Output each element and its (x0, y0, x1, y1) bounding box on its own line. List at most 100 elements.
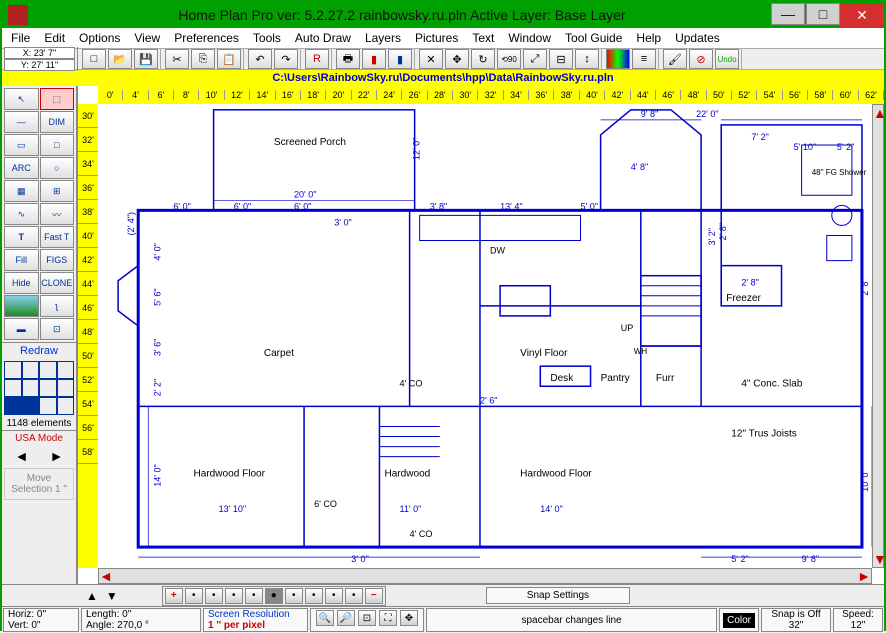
snap-1[interactable]: • (185, 588, 203, 604)
circle-tool[interactable]: ○ (40, 157, 75, 179)
menu-layers[interactable]: Layers (360, 29, 406, 47)
open-icon[interactable]: 📂 (108, 49, 132, 69)
menu-options[interactable]: Options (74, 29, 125, 47)
menu-toolguide[interactable]: Tool Guide (560, 29, 627, 47)
menu-autodraw[interactable]: Auto Draw (290, 29, 356, 47)
dim-140-1: 14' 0" (152, 464, 162, 487)
rotate-icon[interactable]: ↻ (471, 49, 495, 69)
wall-icon[interactable]: ▮ (388, 49, 412, 69)
undo-icon[interactable]: ↶ (248, 49, 272, 69)
spline-tool[interactable]: 〰 (40, 203, 75, 225)
select-tool[interactable]: ⬚ (40, 88, 75, 110)
print-icon[interactable]: 🖶 (336, 49, 360, 69)
snap-7[interactable]: • (305, 588, 323, 604)
rect2-tool[interactable]: □ (40, 134, 75, 156)
minimize-button[interactable]: — (771, 3, 805, 25)
noentry-icon[interactable]: ⊘ (689, 49, 713, 69)
menu-edit[interactable]: Edit (39, 29, 70, 47)
scroll-right-icon[interactable]: ► (857, 568, 871, 584)
fasttext-tool[interactable]: Fast T (40, 226, 75, 248)
snap-minus[interactable]: − (365, 588, 383, 604)
maximize-button[interactable]: □ (806, 3, 840, 25)
text-tool[interactable]: T (4, 226, 39, 248)
new-icon[interactable]: □ (82, 49, 106, 69)
rect-tool[interactable]: ▭ (4, 134, 39, 156)
brush-icon[interactable]: 🖌 (663, 49, 687, 69)
menu-text[interactable]: Text (467, 29, 499, 47)
undo2-icon[interactable]: Undo (715, 49, 739, 69)
menu-file[interactable]: File (6, 29, 35, 47)
ruler-horizontal: 0'4'6'8'10'12'14'16'18'20'22'24'26'28'30… (98, 86, 884, 104)
right-arrow-icon[interactable]: ► (50, 448, 64, 464)
move-icon[interactable]: ✥ (445, 49, 469, 69)
snap-settings-button[interactable]: Snap Settings (486, 587, 630, 604)
pan-icon[interactable]: ✥ (400, 610, 418, 626)
freehand-tool[interactable]: ʅ (40, 295, 75, 317)
copy-icon[interactable]: ⎘ (191, 49, 215, 69)
scrollbar-horizontal[interactable]: ◄ ► (98, 568, 872, 584)
hide-tool[interactable]: Hide (4, 272, 39, 294)
redraw-button[interactable]: Redraw (2, 342, 76, 359)
layers-icon[interactable]: ≡ (632, 49, 656, 69)
menu-preferences[interactable]: Preferences (169, 29, 244, 47)
dim-tool[interactable]: DIM (40, 111, 75, 133)
menu-help[interactable]: Help (631, 29, 666, 47)
rot90-icon[interactable]: ⟲90 (497, 49, 521, 69)
left-arrow-icon[interactable]: ◄ (15, 448, 29, 464)
scroll-up-icon[interactable]: ▲ (873, 105, 884, 121)
zoomin-icon[interactable]: 🔍 (316, 610, 334, 626)
snap-plus[interactable]: + (165, 588, 183, 604)
snap-2[interactable]: • (205, 588, 223, 604)
repeat-icon[interactable]: R (305, 49, 329, 69)
snap-4[interactable]: • (245, 588, 263, 604)
fit-icon[interactable]: ⊡ (358, 610, 376, 626)
redo-icon[interactable]: ↷ (274, 49, 298, 69)
scroll-left-icon[interactable]: ◄ (99, 568, 113, 584)
grid-tool[interactable]: ▦ (4, 180, 39, 202)
menu-pictures[interactable]: Pictures (410, 29, 463, 47)
pattern-grid[interactable] (4, 361, 74, 415)
curve-tool[interactable]: ∿ (4, 203, 39, 225)
mirror-icon[interactable]: ✕ (419, 49, 443, 69)
window-tool[interactable]: ⊞ (40, 180, 75, 202)
canvas[interactable]: 0'4'6'8'10'12'14'16'18'20'22'24'26'28'30… (78, 86, 884, 584)
menu-view[interactable]: View (129, 29, 165, 47)
clone-tool[interactable]: CLONE (40, 272, 75, 294)
linestyle-icon[interactable] (606, 49, 630, 69)
dim-26: 2' 6" (480, 395, 497, 405)
rect3-tool[interactable]: ▬ (4, 318, 39, 340)
save-icon[interactable]: 💾 (134, 49, 158, 69)
align-icon[interactable]: ⊟ (549, 49, 573, 69)
snap-6[interactable]: • (285, 588, 303, 604)
resize-icon[interactable]: ⤢ (523, 49, 547, 69)
color-button[interactable]: Color (723, 613, 755, 628)
menu-window[interactable]: Window (503, 29, 556, 47)
snap-3[interactable]: • (225, 588, 243, 604)
line-tool[interactable]: — (4, 111, 39, 133)
figure-tool[interactable]: ⊡ (40, 318, 75, 340)
zoomout-icon[interactable]: 🔎 (337, 610, 355, 626)
drawing-area[interactable]: Screened Porch Carpet Vinyl Floor Desk P… (98, 104, 872, 568)
down-triangle-icon[interactable]: ▼ (106, 589, 118, 603)
scrollbar-vertical[interactable]: ▲ ▼ (872, 104, 884, 568)
door-icon[interactable]: ▮ (362, 49, 386, 69)
paste-icon[interactable]: 📋 (217, 49, 241, 69)
arrow-tool[interactable]: ↖ (4, 88, 39, 110)
image-tool[interactable] (4, 295, 39, 317)
cut-icon[interactable]: ✂ (165, 49, 189, 69)
label-hw1: Hardwood Floor (193, 469, 265, 480)
snap-8[interactable]: • (325, 588, 343, 604)
figs-tool[interactable]: FIGS (40, 249, 75, 271)
arc-tool[interactable]: ARC (4, 157, 39, 179)
label-carpet: Carpet (264, 348, 294, 359)
menu-updates[interactable]: Updates (670, 29, 725, 47)
scroll-down-icon[interactable]: ▼ (873, 551, 884, 567)
close-button[interactable]: ✕ (840, 3, 884, 27)
snap-9[interactable]: • (345, 588, 363, 604)
menu-tools[interactable]: Tools (248, 29, 286, 47)
up-triangle-icon[interactable]: ▲ (86, 589, 98, 603)
snap-5[interactable]: ● (265, 588, 283, 604)
arrow-icon[interactable]: ↕ (575, 49, 599, 69)
fill-tool[interactable]: Fill (4, 249, 39, 271)
extent-icon[interactable]: ⛶ (379, 610, 397, 626)
